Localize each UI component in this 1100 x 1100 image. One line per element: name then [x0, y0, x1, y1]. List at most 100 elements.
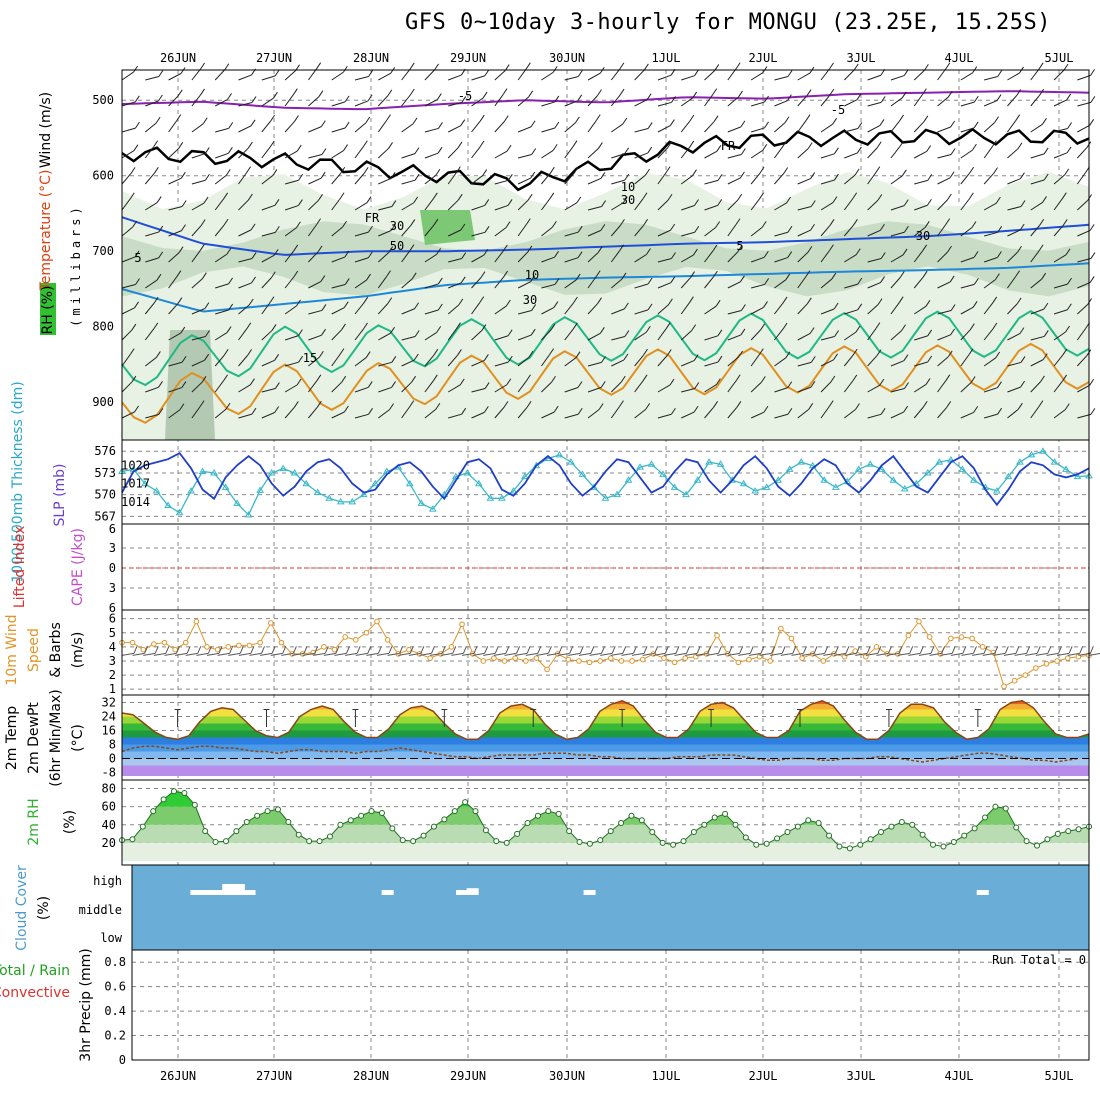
wind-barb	[308, 309, 323, 315]
wind-barb-flag	[601, 200, 607, 207]
wind-barb-flag	[324, 646, 329, 654]
wind-barb-flag	[785, 351, 791, 359]
wind-barb-flag	[643, 63, 649, 71]
wind-barb	[447, 125, 461, 133]
wind-barb	[843, 198, 854, 211]
wind-barb-flag	[713, 115, 719, 122]
wind-barb	[471, 231, 486, 237]
wind-barb	[564, 122, 576, 133]
wind-barb	[214, 224, 225, 237]
wind-barb	[238, 304, 250, 315]
wind-barb	[261, 302, 271, 315]
x-tick-label-bottom: 27JUN	[256, 1069, 292, 1083]
temp-band	[122, 704, 1089, 710]
thickness-point	[313, 488, 322, 495]
wind-barb	[587, 229, 602, 237]
wind-barb	[541, 71, 554, 81]
wind-barb	[750, 172, 761, 185]
wind-barb-flag	[876, 141, 882, 149]
wind-barb-flag	[919, 646, 924, 654]
wind-barb-flag	[716, 145, 722, 152]
wind-barb-flag	[569, 646, 574, 654]
wind-barb-flag	[199, 244, 205, 251]
wind-barb-flag	[1062, 348, 1068, 356]
wind-barb-flag	[316, 62, 322, 69]
wind-barb	[844, 652, 857, 656]
wind-barb	[354, 328, 364, 341]
wind-barb	[774, 328, 784, 341]
wind-barb-flag	[787, 251, 793, 258]
wind-barb	[471, 388, 486, 393]
wind-barb-flag	[855, 403, 860, 410]
contour-label: 15	[303, 351, 317, 365]
wind-barb	[447, 147, 459, 159]
wind-barb-flag	[879, 223, 885, 231]
dewpoint-line	[121, 745, 1079, 763]
wind-barb	[308, 281, 322, 289]
wind-barb	[750, 127, 765, 133]
x-tick-label-top: 29JUN	[450, 51, 486, 65]
rh-point	[961, 832, 968, 839]
wind-barb	[471, 254, 485, 263]
wind-barb-flag	[437, 277, 443, 285]
wind-barb	[191, 381, 203, 393]
wind-barb-flag	[715, 221, 721, 228]
wind-barb	[284, 384, 298, 393]
wind-barb	[960, 354, 970, 367]
wind-barb	[704, 250, 714, 263]
wind-barb-flag	[293, 244, 299, 252]
wind-barb-flag	[462, 646, 467, 654]
wind-barb-flag	[740, 304, 746, 311]
wind-barb-flag	[481, 324, 487, 331]
wind-barb	[657, 384, 671, 393]
wind-barb	[913, 250, 924, 263]
wind-speed-point	[384, 637, 391, 643]
x-tick-label-bottom: 29JUN	[450, 1069, 486, 1083]
thickness-point	[486, 494, 495, 501]
wind-speed-point	[459, 621, 465, 628]
wind-barb	[214, 198, 225, 211]
wind-barb	[820, 123, 833, 133]
wind-barb	[587, 332, 601, 341]
contour-label: 30	[523, 293, 537, 307]
rh-line	[121, 790, 1090, 849]
wind-barb	[401, 68, 411, 81]
x-tick-label-bottom: 28JUN	[353, 1069, 389, 1083]
wind-barb-flag	[224, 63, 230, 71]
wind-barb-flag	[228, 303, 234, 311]
wind-barb	[610, 225, 621, 237]
wind-barb-flag	[833, 147, 839, 155]
wind-barb	[653, 652, 666, 656]
wind-barb	[378, 230, 392, 237]
high-cloud-bar	[190, 890, 203, 895]
wind-barb-flag	[503, 115, 509, 122]
high-cloud-bar	[583, 890, 596, 895]
wind-barb-flag	[320, 275, 326, 282]
wind-barb-flag	[786, 94, 792, 101]
wind-barb-flag	[482, 169, 488, 176]
wind-barb-flag	[363, 296, 369, 304]
wind-barb	[261, 231, 276, 237]
wind-barb-flag	[927, 355, 933, 363]
wind-barb	[354, 413, 369, 419]
rh-point	[1065, 828, 1072, 835]
wind-barb	[937, 199, 948, 211]
wind-barb	[774, 302, 784, 315]
panel-frame	[121, 523, 1090, 611]
wind-barb-flag	[857, 303, 863, 311]
wind-barb	[517, 126, 532, 133]
wind-barb	[680, 302, 690, 315]
wind-barb	[960, 149, 973, 159]
y-tick-label: 700	[92, 244, 114, 258]
wind-barb-flag	[969, 323, 975, 330]
wind-barb	[983, 100, 998, 107]
wind-barb	[844, 174, 856, 185]
wind-barb	[331, 150, 344, 159]
wind-barb	[674, 652, 687, 656]
wind-barb-flag	[1039, 88, 1045, 96]
wind-speed-point	[1064, 655, 1071, 661]
wind-barb-flag	[176, 646, 180, 654]
wind-barb	[960, 198, 970, 211]
wind-barb-flag	[318, 194, 323, 201]
wind-barb	[960, 256, 975, 263]
